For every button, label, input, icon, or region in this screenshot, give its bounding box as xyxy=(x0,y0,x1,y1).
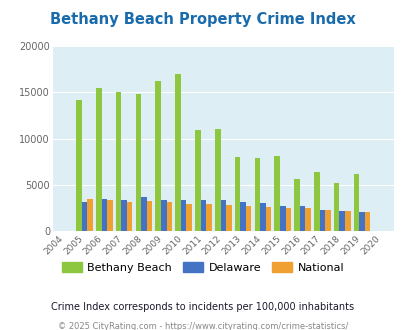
Bar xyxy=(214,129,220,231)
Bar xyxy=(364,212,369,231)
Bar xyxy=(299,206,305,231)
Bar xyxy=(245,206,251,231)
Bar xyxy=(226,205,231,231)
Bar xyxy=(87,199,93,231)
Bar xyxy=(180,200,186,231)
Bar xyxy=(135,94,141,231)
Bar xyxy=(265,207,271,231)
Text: Bethany Beach Property Crime Index: Bethany Beach Property Crime Index xyxy=(50,12,355,26)
Legend: Bethany Beach, Delaware, National: Bethany Beach, Delaware, National xyxy=(57,258,348,278)
Bar xyxy=(96,88,101,231)
Bar xyxy=(333,183,339,231)
Bar xyxy=(115,92,121,231)
Bar xyxy=(279,206,285,231)
Bar xyxy=(260,203,265,231)
Text: Crime Index corresponds to incidents per 100,000 inhabitants: Crime Index corresponds to incidents per… xyxy=(51,302,354,312)
Bar xyxy=(107,200,112,231)
Bar xyxy=(285,208,290,231)
Bar xyxy=(353,174,358,231)
Bar xyxy=(127,202,132,231)
Bar xyxy=(344,211,350,231)
Bar xyxy=(234,157,240,231)
Bar xyxy=(240,202,245,231)
Bar xyxy=(81,202,87,231)
Bar xyxy=(254,158,260,231)
Bar xyxy=(161,200,166,231)
Bar xyxy=(76,100,81,231)
Bar xyxy=(195,130,200,231)
Bar xyxy=(319,210,324,231)
Bar xyxy=(339,211,344,231)
Bar xyxy=(121,200,127,231)
Text: © 2025 CityRating.com - https://www.cityrating.com/crime-statistics/: © 2025 CityRating.com - https://www.city… xyxy=(58,322,347,330)
Bar xyxy=(200,200,206,231)
Bar xyxy=(274,156,279,231)
Bar xyxy=(220,200,226,231)
Bar xyxy=(324,210,330,231)
Bar xyxy=(186,204,192,231)
Bar xyxy=(358,212,364,231)
Bar xyxy=(313,172,319,231)
Bar xyxy=(294,179,299,231)
Bar xyxy=(175,74,180,231)
Bar xyxy=(166,202,172,231)
Bar xyxy=(305,208,310,231)
Bar xyxy=(146,201,152,231)
Bar xyxy=(206,204,211,231)
Bar xyxy=(155,81,161,231)
Bar xyxy=(101,199,107,231)
Bar xyxy=(141,197,146,231)
